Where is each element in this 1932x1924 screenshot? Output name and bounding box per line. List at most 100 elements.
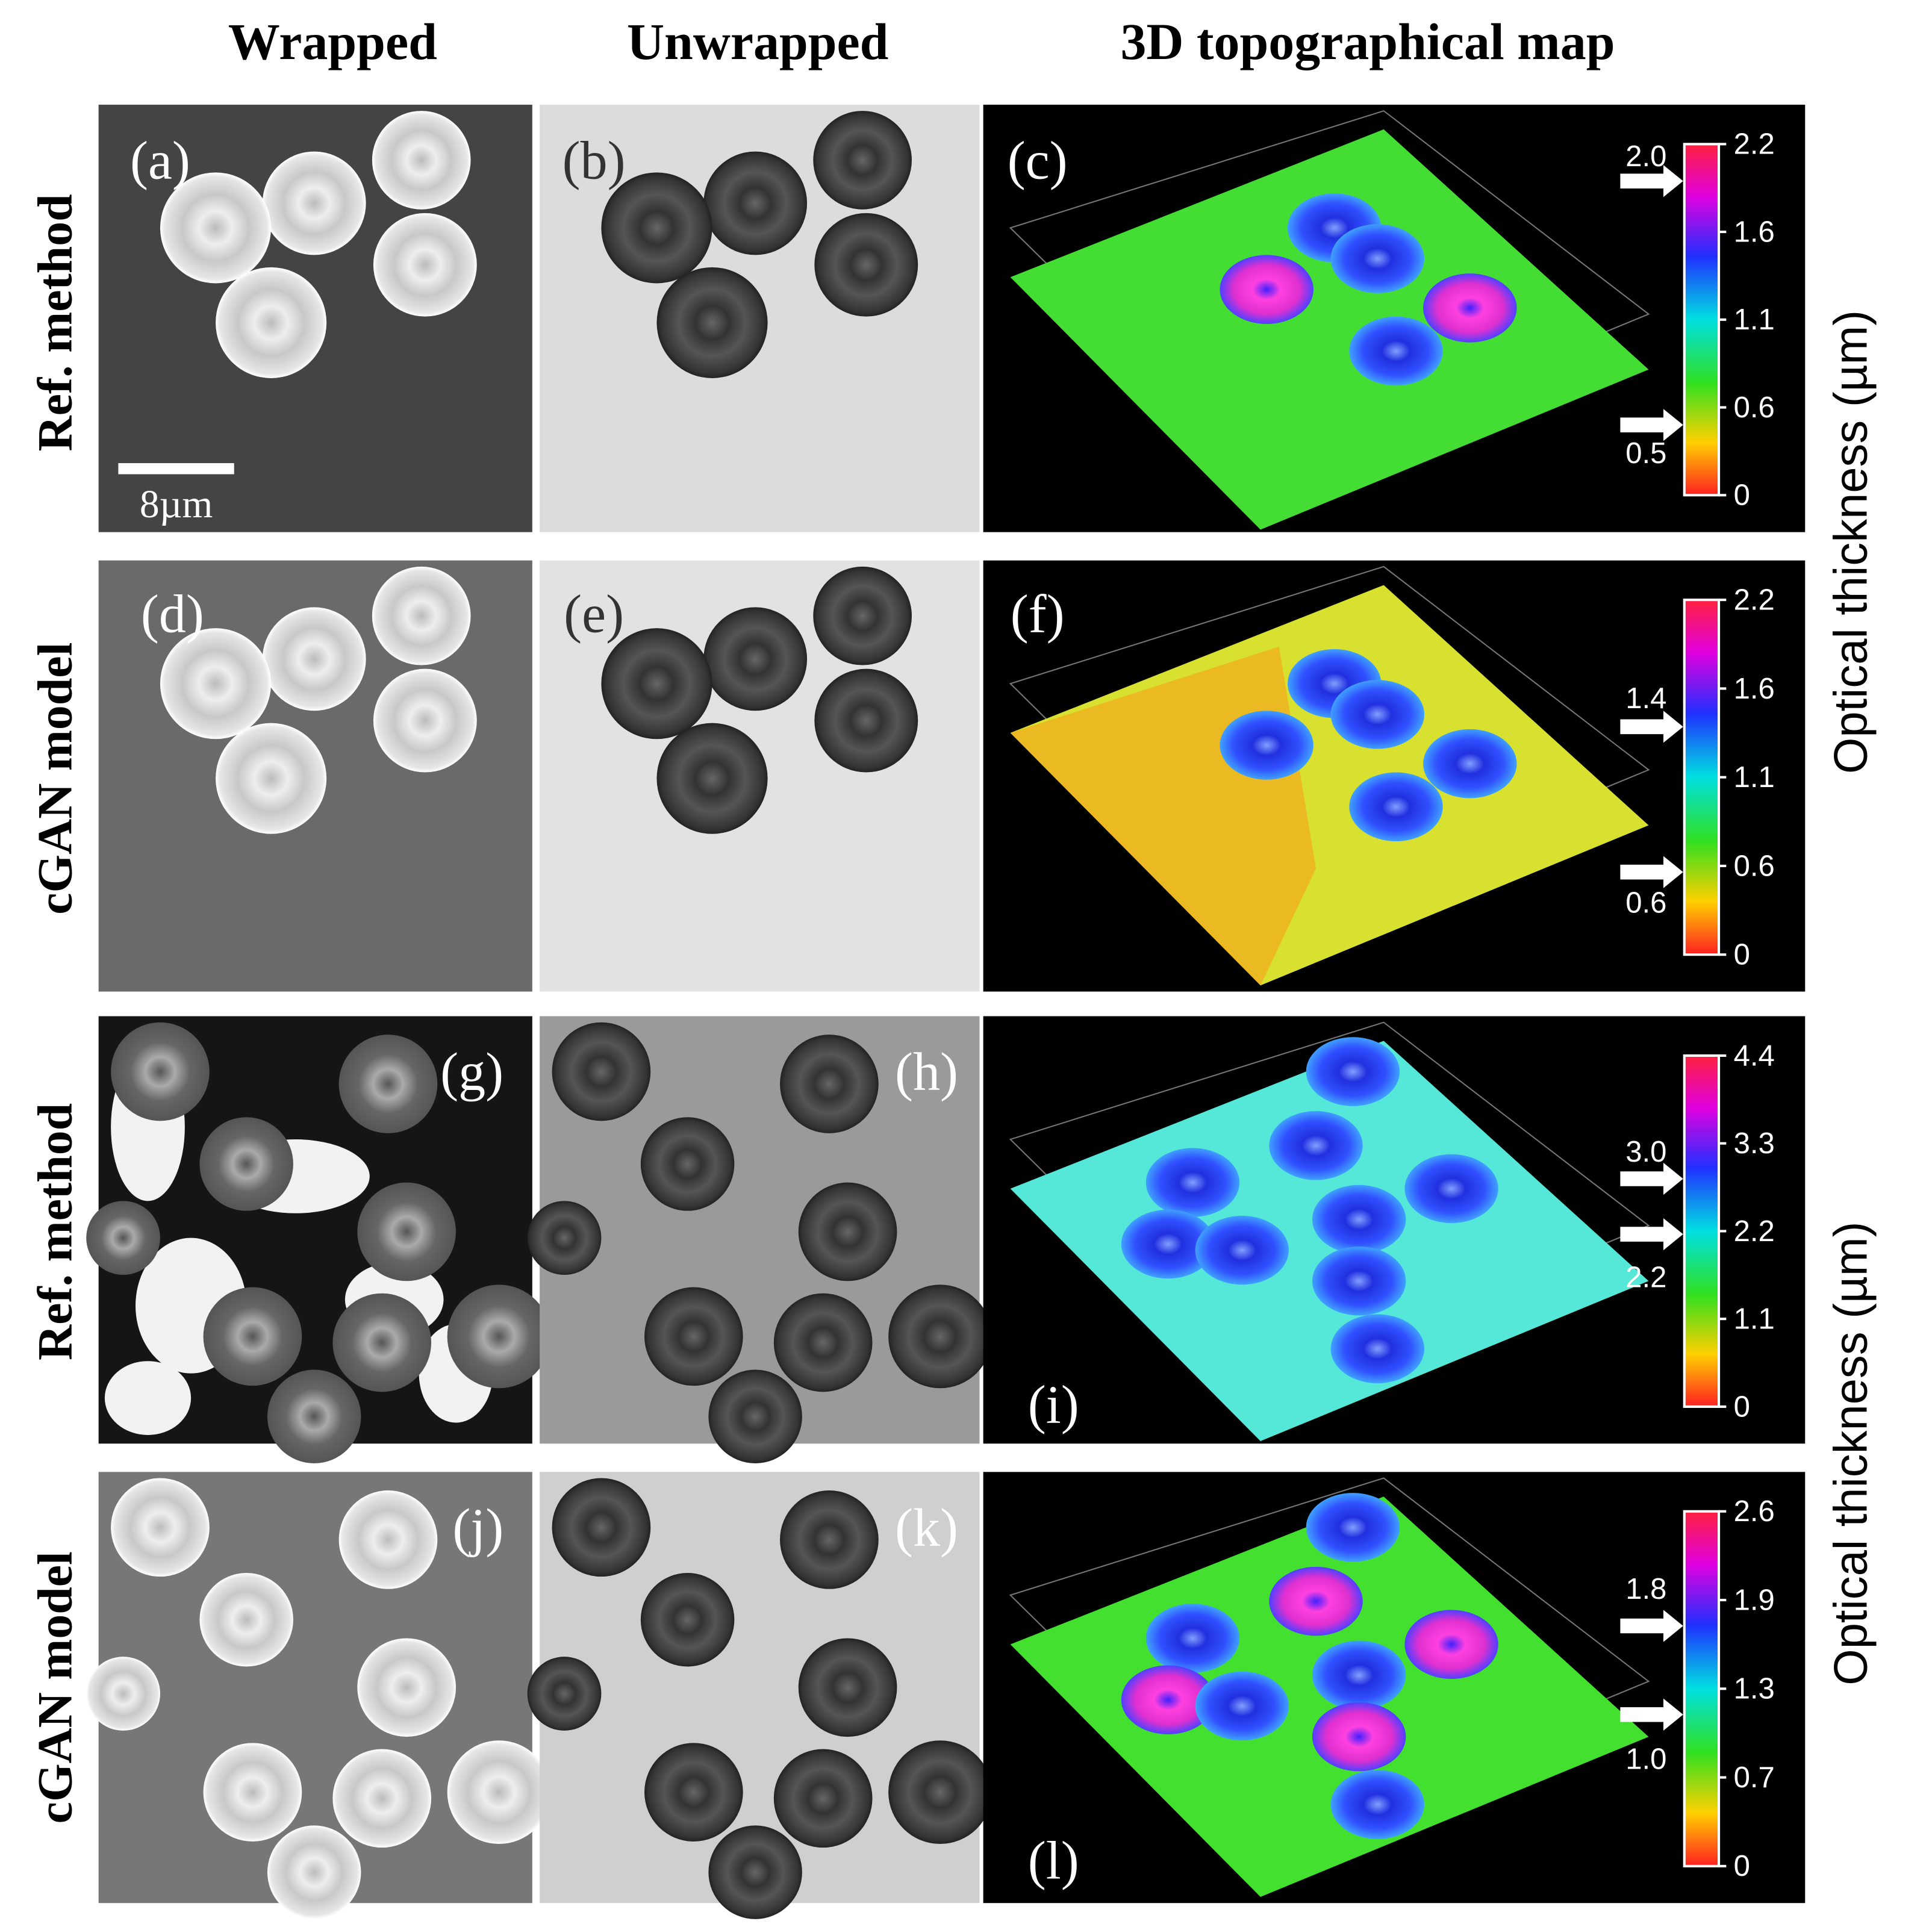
cell-3d xyxy=(1121,1209,1215,1279)
marker-label: 0.6 xyxy=(1625,887,1666,920)
cell-3d xyxy=(1423,729,1517,799)
cell xyxy=(160,628,272,739)
panel-label: (i) xyxy=(1028,1375,1079,1435)
marker-label: 1.8 xyxy=(1625,1573,1666,1605)
cell-3d xyxy=(1195,1671,1289,1741)
cell-3d xyxy=(1269,1111,1363,1180)
cell xyxy=(813,566,912,665)
cell-3d xyxy=(1145,1604,1240,1673)
cell-3d xyxy=(1269,1566,1363,1636)
panel-label: (e) xyxy=(564,584,624,644)
row-label: Ref. method xyxy=(28,194,83,451)
cell xyxy=(160,172,272,284)
cell xyxy=(798,1638,897,1737)
colorbar-tick-label: 1.1 xyxy=(1734,304,1775,336)
cell xyxy=(814,213,918,317)
cell-3d xyxy=(1330,1314,1425,1384)
panel-label: (f) xyxy=(1011,584,1065,644)
cell xyxy=(203,1743,302,1841)
cell xyxy=(888,1284,992,1389)
colorbar-tick-label: 2.2 xyxy=(1734,128,1775,161)
cell xyxy=(373,668,477,773)
cell xyxy=(601,172,712,284)
cell xyxy=(216,723,327,834)
colorbar-title: Optical thickness (µm) xyxy=(1825,310,1877,774)
cell xyxy=(267,1825,361,1919)
cell xyxy=(640,1573,735,1667)
colorbar-tick-label: 0 xyxy=(1734,479,1750,512)
cell xyxy=(373,213,477,317)
cell xyxy=(216,267,327,378)
cell-3d xyxy=(1330,1770,1425,1839)
cell xyxy=(203,1287,302,1386)
cell xyxy=(111,1478,210,1577)
cell xyxy=(773,1749,873,1848)
panel-label: (h) xyxy=(895,1042,958,1102)
cell-3d xyxy=(1312,1640,1406,1710)
scale-bar xyxy=(118,463,234,475)
panel-label: (k) xyxy=(895,1498,958,1558)
cell xyxy=(86,1201,160,1275)
row-label: cGAN model xyxy=(28,643,83,915)
arrow xyxy=(1620,1218,1683,1251)
cell xyxy=(447,1284,551,1389)
cell xyxy=(703,151,808,255)
arrow xyxy=(1620,711,1683,743)
arrow xyxy=(1620,409,1683,441)
cell xyxy=(338,1490,438,1589)
colorbar-tick-label: 1.9 xyxy=(1734,1584,1775,1616)
cell xyxy=(338,1035,438,1133)
cell xyxy=(357,1638,456,1737)
cell-3d xyxy=(1195,1215,1289,1285)
colorbar-tick-label: 1.1 xyxy=(1734,761,1775,794)
cell xyxy=(708,1825,802,1919)
cell-3d xyxy=(1330,224,1425,293)
cell xyxy=(527,1201,602,1275)
column-header: Unwrapped xyxy=(627,13,888,70)
cell xyxy=(332,1293,432,1392)
colorbar-tick-label: 1.1 xyxy=(1734,1303,1775,1336)
marker-label: 1.4 xyxy=(1625,682,1666,715)
scale-bar-label: 8µm xyxy=(140,483,213,526)
cell xyxy=(644,1287,743,1386)
panel-label: (j) xyxy=(452,1498,503,1558)
marker-label: 1.0 xyxy=(1625,1743,1666,1775)
colorbar-tick-label: 2.2 xyxy=(1734,584,1775,617)
cell xyxy=(86,1657,160,1731)
phase-region xyxy=(104,1361,192,1435)
cell-3d xyxy=(1349,772,1443,842)
colorbar-tick-label: 1.6 xyxy=(1734,216,1775,248)
cell-3d xyxy=(1349,316,1443,386)
cell xyxy=(552,1022,651,1121)
cell xyxy=(813,111,912,210)
colorbar-tick-label: 0 xyxy=(1734,1850,1750,1882)
panel-label: (b) xyxy=(562,131,626,191)
surface xyxy=(1010,129,1649,530)
arrow xyxy=(1620,165,1683,198)
colorbar-tick-label: 1.6 xyxy=(1734,673,1775,705)
arrow xyxy=(1620,856,1683,888)
colorbar-tick-label: 2.6 xyxy=(1734,1495,1775,1528)
cell xyxy=(372,111,471,210)
panel-label: (g) xyxy=(440,1042,503,1102)
cell xyxy=(199,1117,293,1211)
colorbar-tick-label: 1.3 xyxy=(1734,1673,1775,1705)
cell xyxy=(552,1478,651,1577)
cell-3d xyxy=(1423,273,1517,343)
colorbar-tick-label: 3.3 xyxy=(1734,1127,1775,1160)
colorbar-tick-label: 0.7 xyxy=(1734,1761,1775,1794)
cell xyxy=(262,607,366,711)
cell xyxy=(267,1369,361,1463)
arrow xyxy=(1620,1698,1683,1731)
cell xyxy=(798,1182,897,1281)
cell xyxy=(332,1749,432,1848)
colorbar-tick-label: 0.6 xyxy=(1734,391,1775,424)
cell-3d xyxy=(1306,1493,1400,1562)
marker-label: 3.0 xyxy=(1625,1136,1666,1168)
marker-label: 2.0 xyxy=(1625,140,1666,173)
colorbar-tick-label: 0 xyxy=(1734,1390,1750,1423)
cell-3d xyxy=(1312,1185,1406,1254)
colorbar-title: Optical thickness (µm) xyxy=(1825,1222,1877,1686)
cell xyxy=(372,566,471,665)
